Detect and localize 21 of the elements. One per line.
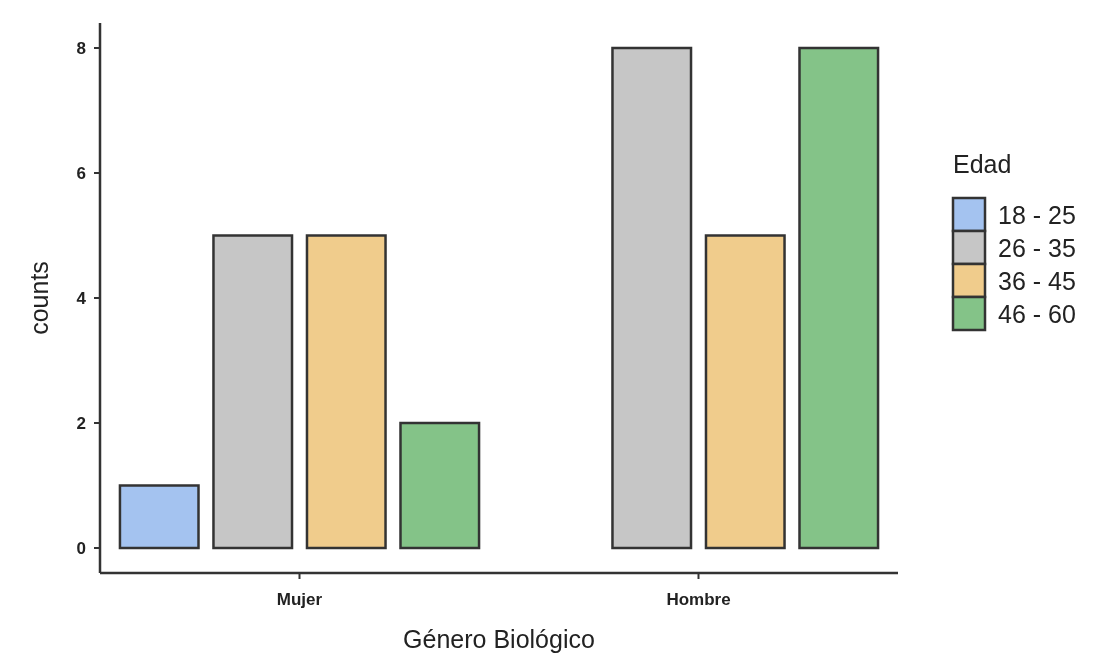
- x-axis-title: Género Biológico: [403, 625, 595, 653]
- y-tick-label: 2: [76, 413, 86, 433]
- bar: [212, 234, 294, 550]
- bar: [704, 234, 786, 550]
- legend-label: 26 - 35: [998, 233, 1076, 262]
- legend-label: 18 - 25: [998, 200, 1076, 229]
- y-tick-label: 8: [76, 38, 86, 58]
- y-tick-label: 0: [76, 538, 86, 558]
- bar: [305, 234, 387, 550]
- legend-label: 36 - 45: [998, 266, 1076, 295]
- bar: [399, 421, 481, 550]
- x-tick-label: Hombre: [666, 590, 731, 609]
- bar: [611, 46, 693, 550]
- legend-title: Edad: [953, 150, 1012, 178]
- y-axis-title: counts: [25, 261, 53, 335]
- bar: [118, 484, 200, 550]
- x-tick-label: Mujer: [276, 590, 323, 609]
- y-tick-label: 6: [76, 163, 86, 183]
- legend-label: 46 - 60: [998, 299, 1076, 328]
- y-tick-label: 4: [76, 288, 87, 308]
- bar: [798, 46, 880, 550]
